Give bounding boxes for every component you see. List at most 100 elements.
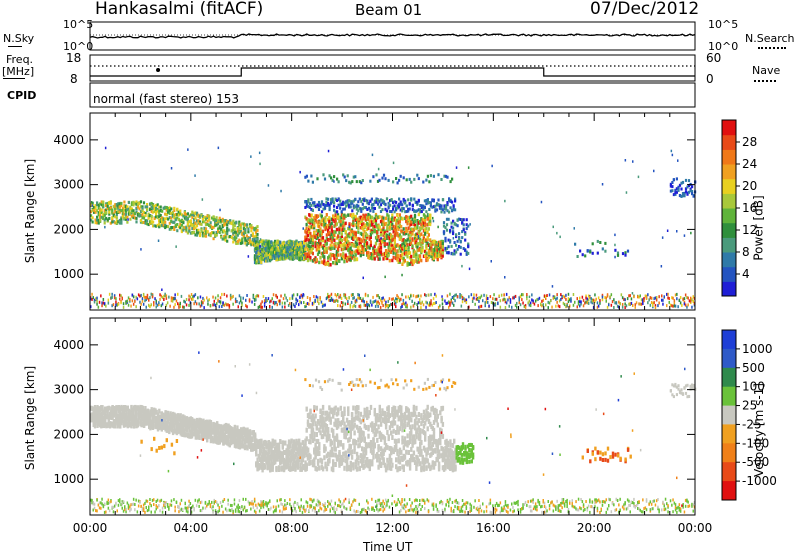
power-cell xyxy=(402,260,405,264)
power-cell xyxy=(323,217,326,221)
power-cell xyxy=(386,242,389,246)
power-cell xyxy=(280,256,283,260)
power-cell xyxy=(330,176,333,180)
power-cell xyxy=(121,212,124,216)
power-cell xyxy=(244,241,247,245)
power-cell xyxy=(199,295,202,299)
power-cell xyxy=(318,243,321,247)
power-cell xyxy=(398,260,401,264)
velocity-cell xyxy=(217,426,220,432)
power-cell xyxy=(435,208,439,212)
power-cell xyxy=(545,297,547,300)
power-cell xyxy=(377,224,380,228)
power-cell xyxy=(338,259,341,263)
power-cell xyxy=(126,208,129,212)
power-cell xyxy=(444,226,447,230)
power-cell xyxy=(311,246,314,250)
velocity-cell xyxy=(110,410,113,416)
power-cell xyxy=(416,303,418,306)
power-cell xyxy=(330,221,333,225)
power-cell xyxy=(586,297,589,301)
power-cell xyxy=(382,231,385,235)
power-cell xyxy=(319,221,322,226)
power-cell xyxy=(411,237,414,241)
power-cell xyxy=(161,219,164,223)
power-cell xyxy=(411,244,414,248)
power-cell xyxy=(267,251,270,255)
power-cell xyxy=(139,219,143,223)
power-cell xyxy=(405,251,408,255)
power-cell xyxy=(677,185,680,189)
power-cell xyxy=(246,294,248,297)
power-cell xyxy=(512,296,514,300)
power-cell xyxy=(208,214,211,218)
power-cell xyxy=(165,216,168,220)
power-cell xyxy=(214,220,217,224)
power-cell xyxy=(289,240,292,244)
power-cell xyxy=(455,166,458,169)
power-cell xyxy=(212,225,215,229)
power-cell xyxy=(284,248,287,252)
power-cell xyxy=(402,241,405,245)
power-cell xyxy=(368,235,371,239)
power-cell xyxy=(432,248,435,252)
power-cell xyxy=(352,230,355,235)
power-cell xyxy=(384,207,387,211)
power-cell xyxy=(204,223,208,227)
power-cell xyxy=(691,192,694,196)
power-cell xyxy=(182,214,185,218)
power-cell xyxy=(214,303,217,307)
power-cell xyxy=(328,225,331,230)
power-cell xyxy=(357,226,360,230)
power-cell xyxy=(171,214,174,218)
power-cell xyxy=(317,204,321,208)
power-cell xyxy=(357,209,360,213)
power-cell xyxy=(378,249,381,254)
power-cell xyxy=(282,297,285,301)
power-cell xyxy=(417,202,419,205)
power-cell xyxy=(279,245,282,250)
power-cell xyxy=(345,179,348,183)
power-cell xyxy=(296,256,299,260)
power-cell xyxy=(666,304,668,308)
power-cell xyxy=(254,230,258,234)
power-cell xyxy=(183,305,185,309)
power-cell xyxy=(430,254,433,259)
power-cell xyxy=(311,219,314,223)
power-cell xyxy=(364,217,367,221)
power-cell xyxy=(180,213,183,217)
power-cell xyxy=(308,218,311,222)
power-cell xyxy=(671,189,674,193)
power-cell xyxy=(292,242,294,245)
velocity-cell xyxy=(198,421,201,426)
power-cell xyxy=(315,295,318,299)
power-cell xyxy=(450,298,452,302)
power-cell xyxy=(307,200,310,204)
power-cell xyxy=(425,256,428,261)
power-cell xyxy=(315,229,318,233)
power-cell xyxy=(429,202,432,206)
power-cell xyxy=(298,303,300,307)
power-cell xyxy=(292,240,296,245)
velocity-cell xyxy=(198,435,201,440)
power-cell xyxy=(140,293,142,297)
power-cell xyxy=(126,205,129,209)
power-cell xyxy=(419,208,422,212)
power-cell xyxy=(192,213,196,217)
power-cell xyxy=(382,227,385,231)
power-cell xyxy=(206,230,209,234)
power-cell xyxy=(324,242,327,246)
power-cell xyxy=(642,302,644,305)
velocity-cell xyxy=(106,408,109,414)
power-cell xyxy=(191,231,194,235)
power-cell xyxy=(111,218,114,222)
velocity-cell xyxy=(95,406,98,412)
velocity-cell xyxy=(222,429,225,435)
power-cell xyxy=(97,221,100,225)
power-cell xyxy=(391,222,394,227)
power-cell xyxy=(215,216,218,220)
power-cell xyxy=(385,209,389,213)
power-cell xyxy=(200,222,203,226)
power-cell xyxy=(304,230,307,234)
velocity-cell xyxy=(165,420,168,426)
